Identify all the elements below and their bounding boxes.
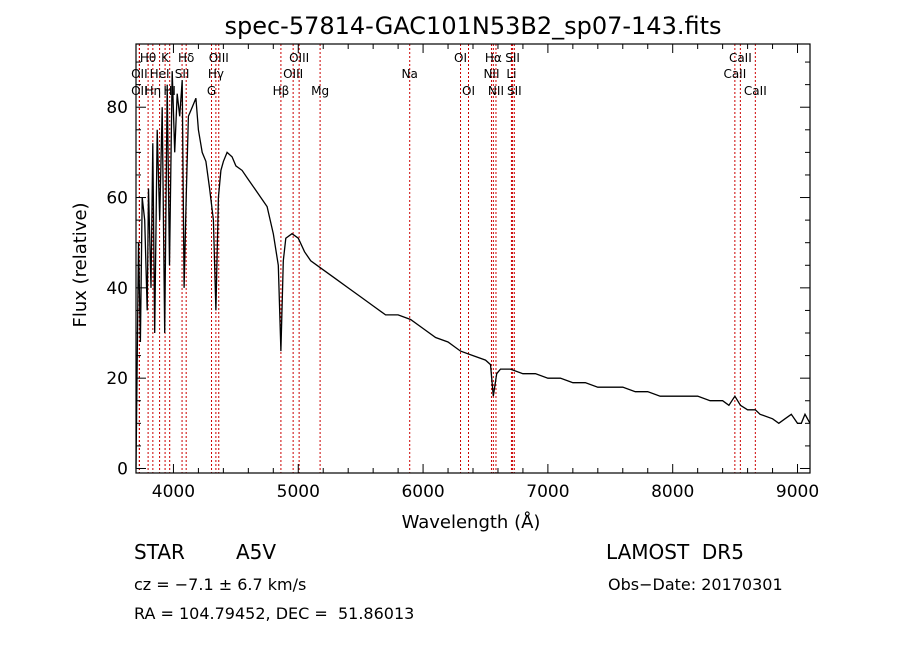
reference-label-22: SII: [505, 51, 520, 65]
reference-label-17: OI: [454, 51, 467, 65]
reference-label-4: HeI: [150, 67, 170, 81]
plot-frame: [135, 43, 811, 474]
y-tick-label: 0: [117, 459, 128, 479]
reference-label-16: Na: [402, 67, 418, 81]
reference-label-10: Hγ: [208, 67, 224, 81]
y-tick-label: 60: [106, 189, 128, 209]
reference-label-8: Hδ: [178, 51, 194, 65]
y-axis-label: Flux (relative): [70, 202, 91, 327]
y-tick-label: 80: [106, 98, 128, 118]
reference-label-23: Li: [506, 67, 516, 81]
reference-label-18: OI: [462, 84, 475, 98]
reference-label-21: NII: [488, 84, 504, 98]
reference-label-11: G: [207, 84, 216, 98]
x-tick-label: 4000: [152, 482, 195, 502]
object-class: STAR: [134, 540, 185, 564]
x-tick-label: 7000: [526, 482, 569, 502]
reference-label-0: OII: [131, 84, 148, 98]
x-tick-label: 9000: [776, 482, 819, 502]
reference-label-25: CaII: [729, 51, 752, 65]
x-axis-label: Wavelength (Å): [402, 511, 541, 533]
spectrum-line: [135, 71, 811, 469]
y-axis: 0 20 40 60 80: [106, 61, 810, 479]
reference-lines: [138, 44, 756, 473]
reference-label-5: K: [161, 51, 170, 65]
spectral-subclass: A5V: [236, 540, 277, 564]
reference-label-14: OIII: [283, 67, 303, 81]
chart-title: spec-57814-GAC101N53B2_sp07-143.fits: [224, 12, 721, 40]
redshift-readout: cz = −7.1 ± 6.7 km/s: [134, 575, 307, 594]
observation-date: Obs−Date: 20170301: [608, 575, 783, 594]
x-tick-label: 6000: [401, 482, 444, 502]
reference-label-24: SII: [507, 84, 522, 98]
x-axis: 4000 5000 6000 7000 8000 9000: [152, 44, 819, 502]
reference-label-26: CaII: [723, 67, 746, 81]
reference-label-12: Hβ: [273, 84, 290, 98]
reference-label-9: OIII: [209, 51, 229, 65]
reference-label-13: OIII: [289, 51, 309, 65]
survey-name: LAMOST DR5: [606, 540, 744, 564]
reference-label-19: Hα: [485, 51, 502, 65]
reference-label-27: CaII: [744, 84, 767, 98]
reference-label-2: OII: [131, 67, 148, 81]
coordinates-readout: RA = 104.79452, DEC = 51.86013: [134, 604, 415, 623]
reference-label-3: Hη: [145, 84, 162, 98]
x-tick-label: 8000: [651, 482, 694, 502]
y-tick-label: 20: [106, 369, 128, 389]
reference-label-6: HI: [163, 84, 176, 98]
reference-label-20: NII: [483, 67, 499, 81]
reference-label-15: Mg: [311, 84, 329, 98]
reference-label-7: SII: [175, 67, 190, 81]
x-tick-label: 5000: [277, 482, 320, 502]
y-tick-label: 40: [106, 279, 128, 299]
reference-label-1: Hθ: [140, 51, 156, 65]
